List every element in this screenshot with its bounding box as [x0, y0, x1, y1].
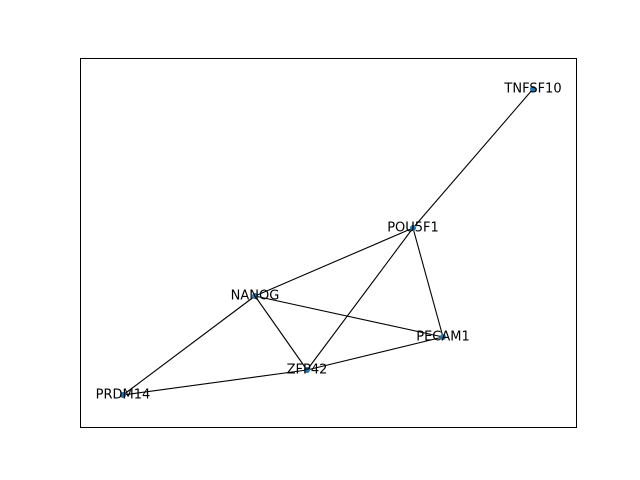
edge-nanog-zfp42 [254, 295, 308, 371]
edge-nanog-pecam1 [254, 295, 444, 338]
edge-tnfsf10-pou5f1 [412, 88, 534, 229]
edge-zfp42-prdm14 [122, 369, 308, 396]
node-label-zfp42: ZFP42 [287, 363, 328, 378]
edge-nanog-prdm14 [122, 295, 256, 396]
node-zfp42 [304, 367, 310, 373]
edge-pou5f1-nanog [254, 227, 414, 297]
node-tnfsf10 [530, 86, 536, 92]
edges-layer [122, 88, 534, 396]
edge-pou5f1-pecam1 [412, 227, 444, 338]
node-prdm14 [120, 392, 126, 398]
edge-pou5f1-zfp42 [306, 227, 414, 371]
node-label-pecam1: PECAM1 [416, 330, 470, 345]
node-label-pou5f1: POU5F1 [387, 221, 439, 236]
node-pecam1 [440, 334, 446, 340]
node-label-prdm14: PRDM14 [96, 388, 151, 403]
plot-frame [80, 58, 577, 428]
node-nanog [252, 293, 258, 299]
node-label-tnfsf10: TNFSF10 [503, 82, 561, 97]
node-pou5f1 [410, 225, 416, 231]
node-label-nanog: NANOG [231, 289, 280, 304]
labels-layer: TNFSF10 POU5F1 NANOG PECAM1 ZFP42 PRDM14 [96, 82, 562, 403]
edge-zfp42-pecam1 [306, 336, 444, 371]
nodes-layer [120, 86, 536, 398]
